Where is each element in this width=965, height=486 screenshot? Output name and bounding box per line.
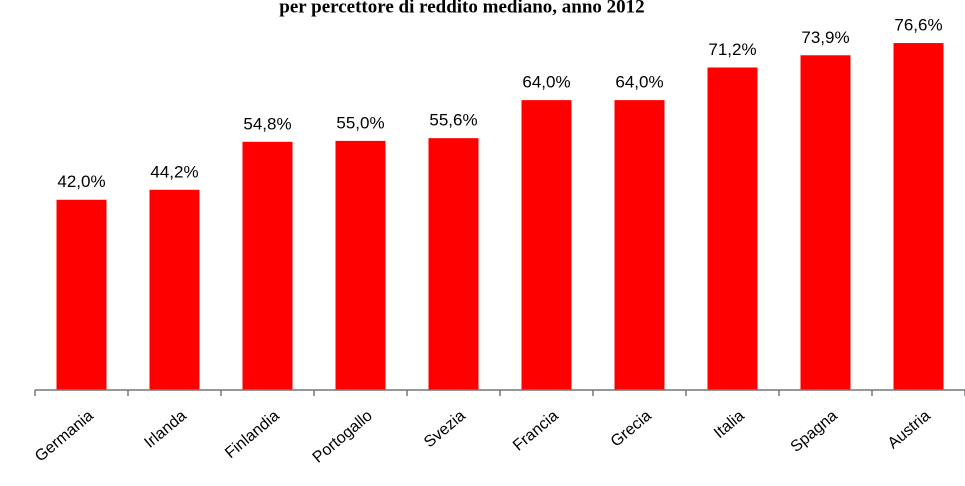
x-tick-label: Finlandia	[222, 407, 283, 462]
bar	[521, 100, 572, 390]
bar	[800, 55, 851, 391]
value-label: 73,9%	[801, 28, 849, 47]
x-tick-label: Italia	[711, 407, 748, 442]
bar	[614, 100, 665, 390]
bar	[242, 141, 293, 390]
x-tick-label: Germania	[32, 407, 97, 465]
value-label: 64,0%	[522, 73, 570, 92]
x-tick-label: Portogallo	[310, 407, 376, 466]
value-label: 64,0%	[615, 73, 663, 92]
bar	[335, 140, 386, 390]
x-tick-label: Francia	[510, 407, 562, 454]
value-label: 42,0%	[57, 172, 105, 191]
bar	[149, 189, 200, 390]
value-label: 54,8%	[243, 114, 291, 133]
x-tick-label: Spagna	[788, 407, 841, 456]
bar	[893, 43, 944, 390]
x-tick-label: Irlanda	[141, 407, 189, 452]
bar	[428, 138, 479, 390]
x-tick-label: Grecia	[608, 407, 655, 450]
bar	[56, 199, 107, 390]
value-label: 55,6%	[429, 111, 477, 130]
bar	[707, 67, 758, 390]
chart-title: per percettore di reddito mediano, anno …	[279, 0, 644, 17]
value-label: 71,2%	[708, 40, 756, 59]
x-tick-label: Austria	[885, 407, 934, 452]
value-label: 76,6%	[894, 16, 942, 35]
x-tick-label: Svezia	[421, 407, 469, 451]
value-label: 55,0%	[336, 113, 384, 132]
value-label: 44,2%	[150, 162, 198, 181]
